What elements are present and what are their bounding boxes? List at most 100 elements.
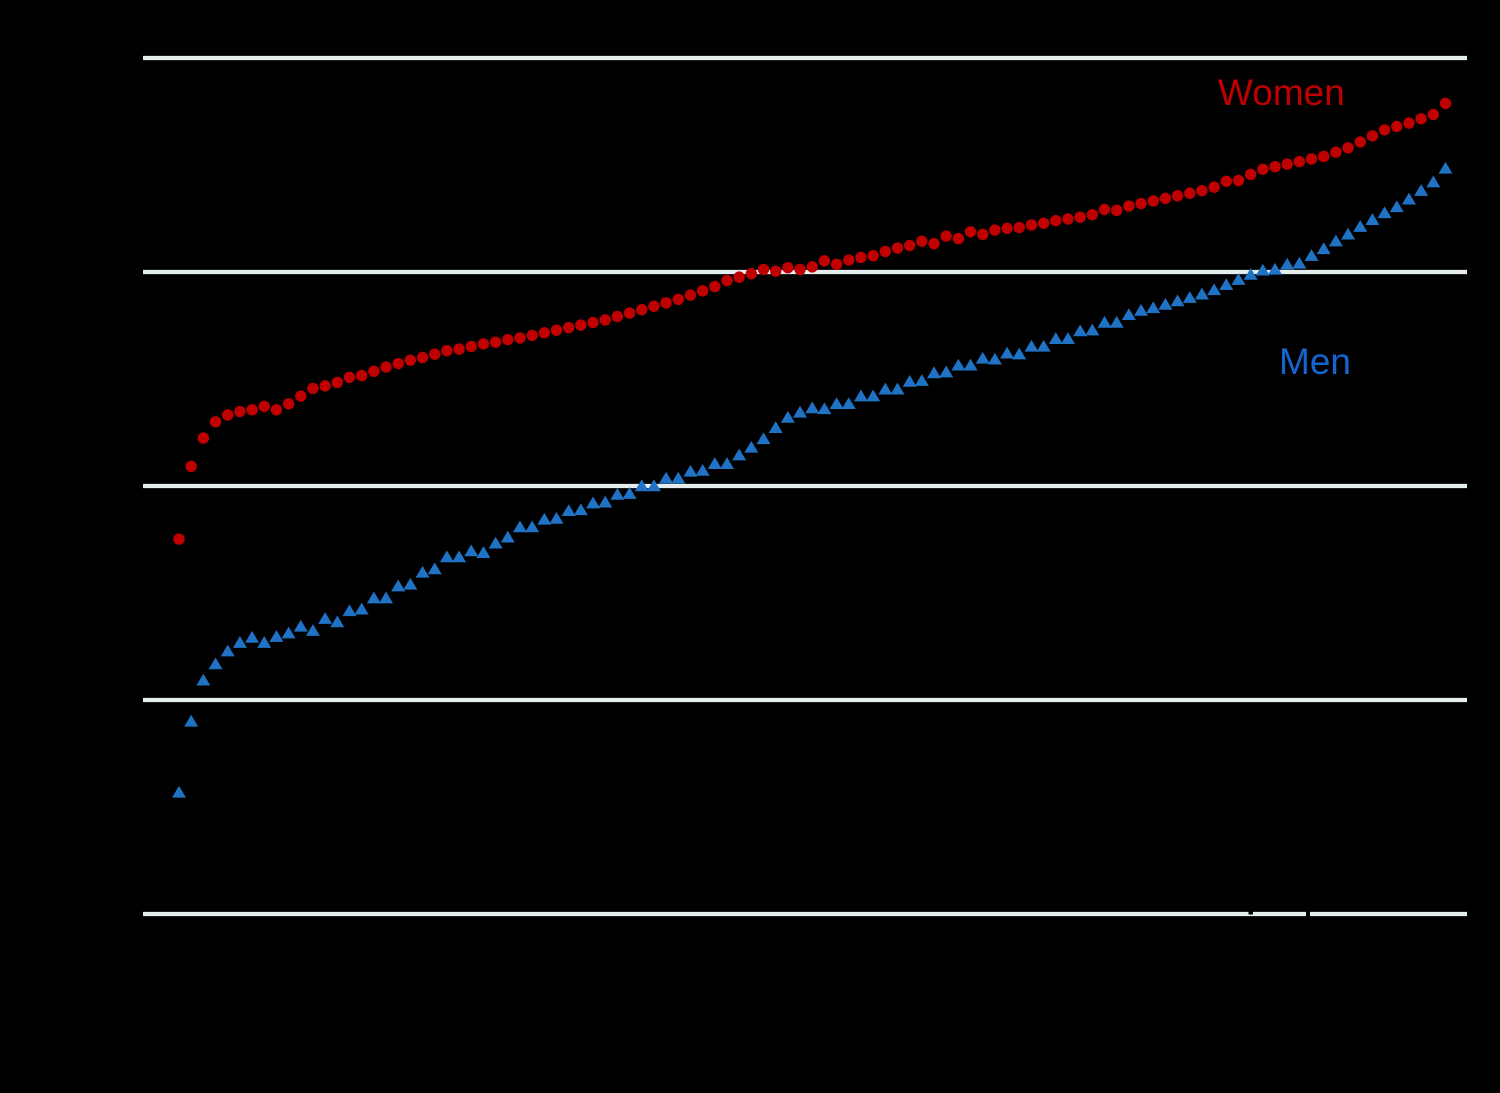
men-point (975, 351, 990, 364)
men-point (756, 432, 771, 445)
women-point (282, 398, 295, 410)
men-point (987, 352, 1002, 365)
women-point (733, 271, 745, 283)
women-point (1281, 158, 1293, 170)
women-point (550, 324, 563, 336)
women-point (1086, 208, 1099, 221)
women-point (709, 280, 721, 293)
men-point (1121, 308, 1136, 320)
women-point (891, 242, 904, 254)
women-point (575, 319, 587, 331)
women-point (1135, 197, 1147, 210)
men-point (1365, 213, 1380, 225)
men-point (318, 612, 333, 624)
women-point (416, 351, 429, 364)
men-point (1438, 161, 1453, 174)
men-point (573, 503, 588, 516)
women-point (197, 432, 210, 444)
women-point (222, 409, 234, 421)
men-point (537, 512, 552, 525)
women-point (392, 357, 404, 370)
women-point (380, 361, 392, 373)
women-point (295, 390, 307, 402)
women-point (258, 400, 270, 413)
men-point (939, 365, 954, 378)
men-point (853, 389, 868, 402)
women-point (404, 354, 417, 366)
men-point (586, 496, 601, 509)
women-point (782, 262, 794, 274)
men-point (902, 374, 917, 387)
men-point (1036, 339, 1051, 352)
men-point (549, 511, 564, 524)
women-point (1391, 120, 1403, 133)
men-point (1377, 206, 1392, 219)
men-point (366, 591, 381, 604)
men-point (768, 421, 783, 433)
women-point (721, 274, 733, 287)
women-point (916, 235, 928, 247)
women-point (623, 307, 636, 319)
women-point (355, 369, 368, 382)
women-point (1050, 214, 1062, 227)
men-point (464, 544, 479, 557)
women-point (1220, 175, 1232, 187)
women-point (1171, 190, 1184, 202)
men-point (1060, 332, 1075, 344)
men-point (561, 504, 576, 517)
men-point (1328, 234, 1343, 247)
women-series-label: Women (1218, 72, 1345, 113)
men-point (427, 562, 442, 575)
women-point (855, 251, 867, 264)
men-point (841, 397, 856, 410)
men-point (342, 604, 357, 617)
men-point (1097, 315, 1112, 328)
women-point (1184, 187, 1196, 199)
men-point (1268, 262, 1283, 275)
women-point (1269, 161, 1281, 173)
men-point (1048, 332, 1063, 344)
women-point (1342, 142, 1354, 154)
women-point (1208, 181, 1220, 193)
men-point (646, 479, 661, 492)
women-point (1037, 217, 1050, 229)
women-point (1403, 117, 1415, 129)
women-point (977, 228, 989, 241)
women-point (1098, 203, 1111, 216)
men-point (610, 487, 625, 500)
men-point (172, 785, 186, 798)
women-point (1318, 150, 1330, 163)
men-point (452, 550, 467, 563)
women-point (1293, 155, 1306, 168)
women-point (1257, 163, 1269, 175)
men-point (914, 374, 929, 386)
men-point (439, 550, 454, 563)
men-point (780, 410, 795, 423)
women-point (331, 376, 344, 389)
women-point (1305, 153, 1318, 165)
men-point (1073, 324, 1088, 337)
men-point (671, 471, 686, 484)
men-point (866, 389, 881, 402)
men-point (305, 624, 320, 636)
men-point (208, 657, 223, 670)
men-series (172, 161, 1453, 798)
women-point (270, 404, 283, 416)
men-point (720, 457, 735, 469)
women-point (538, 327, 551, 339)
men-point (1219, 278, 1234, 291)
men-point (1182, 291, 1197, 303)
women-point (672, 293, 684, 306)
men-point (1243, 267, 1258, 280)
men-point (732, 448, 747, 461)
women-point (599, 314, 611, 326)
women-point (806, 261, 818, 273)
men-point (1426, 175, 1441, 188)
women-point (209, 416, 222, 428)
women-point (502, 333, 514, 346)
men-point (257, 636, 272, 648)
men-point (1255, 263, 1270, 276)
men-point (805, 401, 820, 414)
men-point (1231, 273, 1246, 285)
men-point (293, 619, 308, 632)
